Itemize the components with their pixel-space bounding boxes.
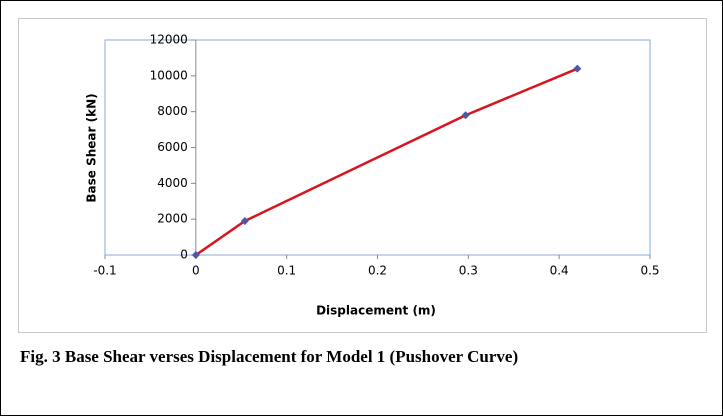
x-tick-label: 0.3: [459, 264, 478, 278]
data-line: [195, 67, 578, 257]
y-tick-label: 4000: [157, 176, 188, 190]
data-point: [240, 216, 249, 225]
data-point: [191, 251, 200, 259]
data-point: [573, 64, 582, 73]
x-tick-label: -0.1: [93, 264, 116, 278]
y-tick-label: 2000: [157, 212, 188, 226]
data-point: [461, 111, 470, 120]
y-tick-label: 10000: [150, 68, 188, 82]
x-axis-title: Displacement (m): [316, 304, 436, 318]
y-tick-label: 0: [180, 248, 188, 262]
x-tick-label: 0.2: [368, 264, 387, 278]
y-tick-label: 6000: [157, 140, 188, 154]
x-tick-label: 0.1: [277, 264, 296, 278]
caption: Fig. 3 Base Shear verses Displacement fo…: [20, 347, 518, 366]
y-axis-title: Base Shear (kN): [85, 93, 99, 202]
x-tick-label: 0: [192, 264, 200, 278]
chart-border: [18, 18, 707, 333]
x-tick-label: 0.5: [640, 264, 659, 278]
x-tick-label: 0.4: [550, 264, 569, 278]
y-tick-label: 8000: [157, 104, 188, 118]
y-tick-label: 12000: [150, 33, 188, 47]
